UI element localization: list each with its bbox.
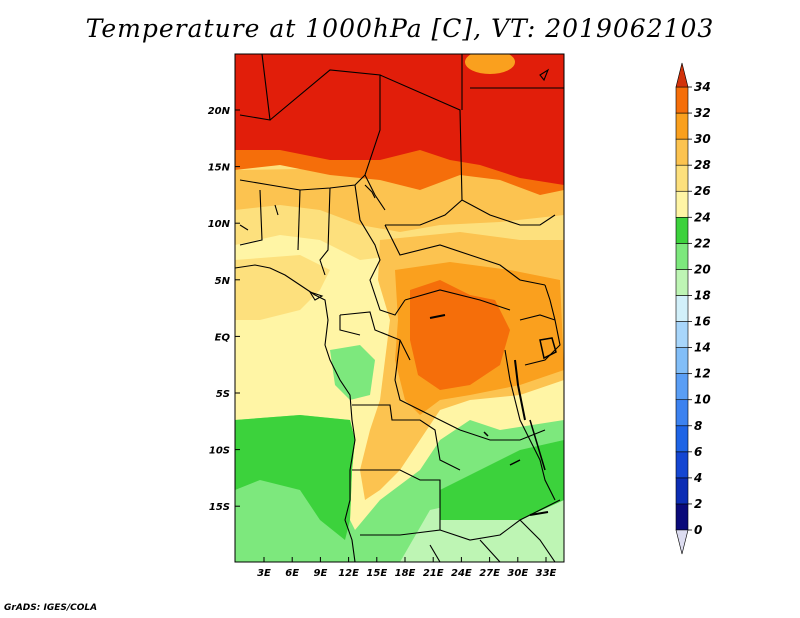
colorbar-label: 32	[694, 106, 711, 120]
colorbar-band	[675, 503, 689, 531]
colorbar-label: 30	[694, 132, 711, 146]
lon-tick-label: 21E	[423, 568, 444, 579]
lon-tick-label: 30E	[507, 568, 528, 579]
colorbar-label: 12	[694, 367, 711, 381]
colorbar-band	[675, 269, 689, 296]
colorbar-band	[675, 190, 689, 218]
colorbar-band	[675, 477, 689, 505]
colorbar-label: 10	[694, 393, 711, 407]
colorbar-label: 34	[694, 80, 711, 94]
lon-tick-label: 9E	[314, 568, 328, 579]
colorbar-label: 28	[694, 158, 711, 172]
colorbar-under-triangle	[675, 529, 689, 555]
lat-tick-label: 5S	[216, 389, 230, 400]
lon-tick-label: 3E	[257, 568, 271, 579]
colorbar-band	[675, 86, 689, 114]
colorbar-band	[675, 399, 689, 427]
temperature-field	[235, 54, 564, 562]
colorbar-label: 20	[694, 262, 711, 276]
lon-tick-label: 15E	[366, 568, 387, 579]
colorbar-band	[675, 164, 689, 192]
lon-tick-label: 18E	[395, 568, 416, 579]
colorbar-over-triangle	[675, 62, 689, 88]
colorbar-band	[675, 295, 689, 322]
colorbar-band	[675, 243, 689, 270]
map-axes: 3E 6E 9E 12E 15E 18E 21E 24E 27E 30E 33E 20N 15N 10N 5…	[208, 106, 557, 579]
colorbar-label: 26	[694, 184, 711, 198]
lon-tick-label: 27E	[479, 568, 500, 579]
lat-tick-label: 10N	[208, 219, 231, 230]
credit-text: GrADS: IGES/COLA	[4, 603, 98, 613]
lat-tick-label: 10S	[209, 446, 230, 457]
lat-tick-label: 20N	[208, 106, 231, 117]
colorbar-band	[675, 321, 689, 348]
colorbar-label: 0	[694, 523, 702, 537]
lat-tick-label: EQ	[215, 332, 231, 343]
colorbar-label: 16	[694, 315, 711, 329]
colorbar-band	[675, 451, 689, 479]
colorbar-label: 6	[694, 445, 702, 459]
colorbar-band	[675, 112, 689, 140]
lat-tick-label: 15S	[209, 502, 230, 513]
lon-tick-label: 33E	[536, 568, 557, 579]
lat-tick-label: 5N	[215, 276, 231, 287]
lon-tick-label: 12E	[338, 568, 359, 579]
colorbar-band	[675, 138, 689, 166]
colorbar-band	[675, 347, 689, 374]
colorbar-band	[675, 425, 689, 453]
lon-tick-label: 24E	[451, 568, 472, 579]
lon-tick-label: 6E	[285, 568, 299, 579]
colorbar-label: 8	[694, 419, 702, 433]
colorbar-label: 4	[693, 471, 702, 485]
country-borders	[235, 54, 564, 562]
colorbar-label: 24	[694, 210, 711, 224]
colorbar-band	[675, 216, 689, 244]
colorbar-label: 2	[694, 497, 702, 511]
lat-tick-label: 15N	[208, 163, 231, 174]
colorbar-band	[675, 373, 689, 401]
colorbar-label: 18	[694, 288, 711, 302]
chart-title: Temperature at 1000hPa [C], VT: 20190621…	[85, 14, 715, 43]
colorbar-label: 22	[694, 236, 711, 250]
colorbar-label: 14	[694, 341, 711, 355]
map-frame	[234, 53, 565, 563]
